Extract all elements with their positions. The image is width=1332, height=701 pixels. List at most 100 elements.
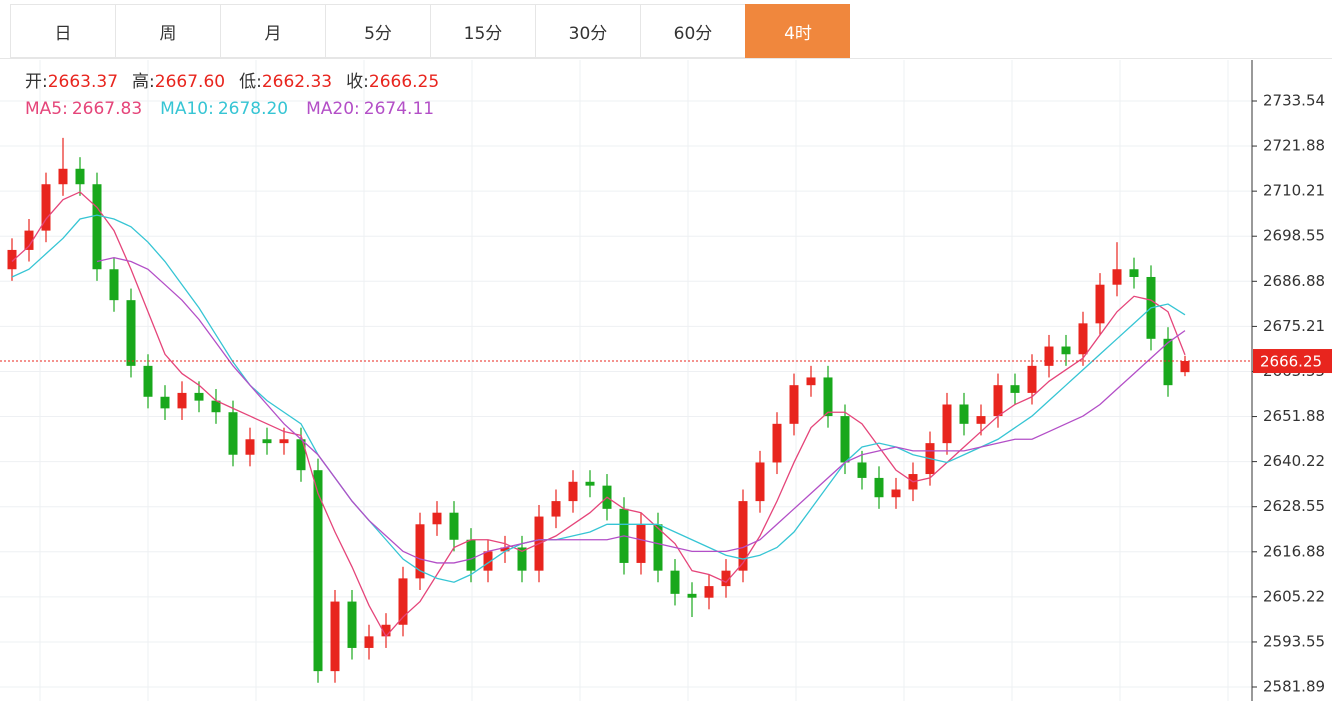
candle-body (874, 477, 884, 498)
candle-body (1163, 338, 1173, 386)
legend-label: MA5: (25, 99, 68, 119)
candle-body (1044, 346, 1054, 366)
candle-body (806, 377, 816, 386)
candle-body (840, 416, 850, 463)
readout-label: 收: (346, 72, 369, 92)
period-tab[interactable]: 5分 (325, 4, 430, 58)
candle-body (959, 404, 969, 424)
last-price-label: 2666.25 (1260, 353, 1322, 371)
candle-body (1010, 385, 1020, 393)
last-price-tag (1253, 349, 1332, 374)
period-tab[interactable]: 30分 (535, 4, 640, 58)
y-tick-label: 2686.88 (1263, 272, 1325, 290)
readout-value: 2663.37 (47, 72, 119, 92)
candle-body (92, 184, 102, 270)
candle-body (160, 396, 170, 409)
candle-body (568, 481, 578, 502)
candle-body (670, 570, 680, 594)
legend-label: MA20: (306, 99, 360, 119)
period-tab[interactable]: 4时 (745, 4, 850, 58)
candle-body (398, 578, 408, 625)
readout-value: 2662.33 (261, 72, 333, 92)
y-tick-label: 2640.22 (1263, 452, 1325, 470)
candle-body (143, 365, 153, 397)
y-tick-label: 2616.88 (1263, 542, 1325, 560)
candle-body (279, 439, 289, 444)
candle-body (1095, 284, 1105, 324)
candle-body (194, 392, 204, 401)
candle-body (58, 168, 68, 185)
candle-body (177, 392, 187, 409)
y-tick-label: 2721.88 (1263, 137, 1325, 155)
candle-body (1180, 361, 1190, 373)
y-tick-label: 2581.89 (1263, 678, 1325, 696)
period-tab[interactable]: 15分 (430, 4, 535, 58)
candle-body (687, 593, 697, 598)
readout-label: 高: (132, 72, 155, 92)
candle-body (789, 385, 799, 424)
candle-body (1129, 269, 1139, 277)
candle-body (653, 524, 663, 571)
y-tick-label: 2710.21 (1263, 182, 1325, 200)
candle-body (942, 404, 952, 444)
candle-body (347, 601, 357, 648)
candle-body (517, 547, 527, 571)
candle-body (296, 439, 306, 471)
candle-body (483, 551, 493, 571)
ma-line (11, 191, 1186, 638)
y-tick-label: 2605.22 (1263, 587, 1325, 605)
y-tick-label: 2675.21 (1263, 317, 1325, 335)
candle-body (75, 168, 85, 185)
candle-body (245, 439, 255, 455)
period-tab[interactable]: 周 (115, 4, 220, 58)
candle-body (41, 184, 51, 231)
candle-body (721, 570, 731, 587)
candle-body (449, 512, 459, 540)
ma-line (11, 214, 1186, 583)
ma-line (96, 256, 1186, 564)
candle-body (500, 547, 510, 552)
candle-body (585, 481, 595, 486)
legend-value: 2674.11 (363, 99, 435, 119)
readout-label: 低: (239, 72, 262, 92)
candle-body (126, 300, 136, 366)
legend-value: 2667.83 (71, 99, 143, 119)
candle-body (228, 412, 238, 455)
readout-value: 2666.25 (368, 72, 440, 92)
candle-body (313, 470, 323, 672)
readout-value: 2667.60 (154, 72, 226, 92)
ma-readout: MA5: 2667.83 MA10: 2678.20 MA20: 2674.11 (25, 98, 452, 120)
y-tick-label: 2733.54 (1263, 91, 1325, 109)
candle-body (262, 439, 272, 444)
candle-body (364, 636, 374, 648)
candle-body (772, 423, 782, 463)
candle-body (109, 269, 119, 301)
readout-label: 开: (25, 72, 48, 92)
candle-body (1078, 323, 1088, 355)
candle-body (1112, 269, 1122, 285)
candle-body (704, 586, 714, 598)
candle-body (381, 624, 391, 637)
candle-body (1027, 365, 1037, 393)
candle-body (24, 230, 34, 250)
candle-body (7, 249, 17, 270)
period-tab[interactable]: 月 (220, 4, 325, 58)
candle-body (330, 601, 340, 672)
candle-body (1061, 346, 1071, 355)
candle-body (415, 524, 425, 579)
y-tick-label: 2651.88 (1263, 407, 1325, 425)
candle-body (211, 400, 221, 413)
period-tab[interactable]: 60分 (640, 4, 745, 58)
candle-body (636, 524, 646, 563)
ohlc-readout: 开:2663.37 高:2667.60 低:2662.33 收:2666.25 (25, 71, 453, 93)
candle-body (738, 501, 748, 571)
legend-label: MA10: (160, 99, 214, 119)
candle-body (755, 462, 765, 502)
period-tab[interactable]: 日 (10, 4, 115, 58)
legend-value: 2678.20 (217, 99, 289, 119)
y-tick-label: 2628.55 (1263, 497, 1325, 515)
candle-body (857, 462, 867, 478)
candle-body (551, 501, 561, 517)
